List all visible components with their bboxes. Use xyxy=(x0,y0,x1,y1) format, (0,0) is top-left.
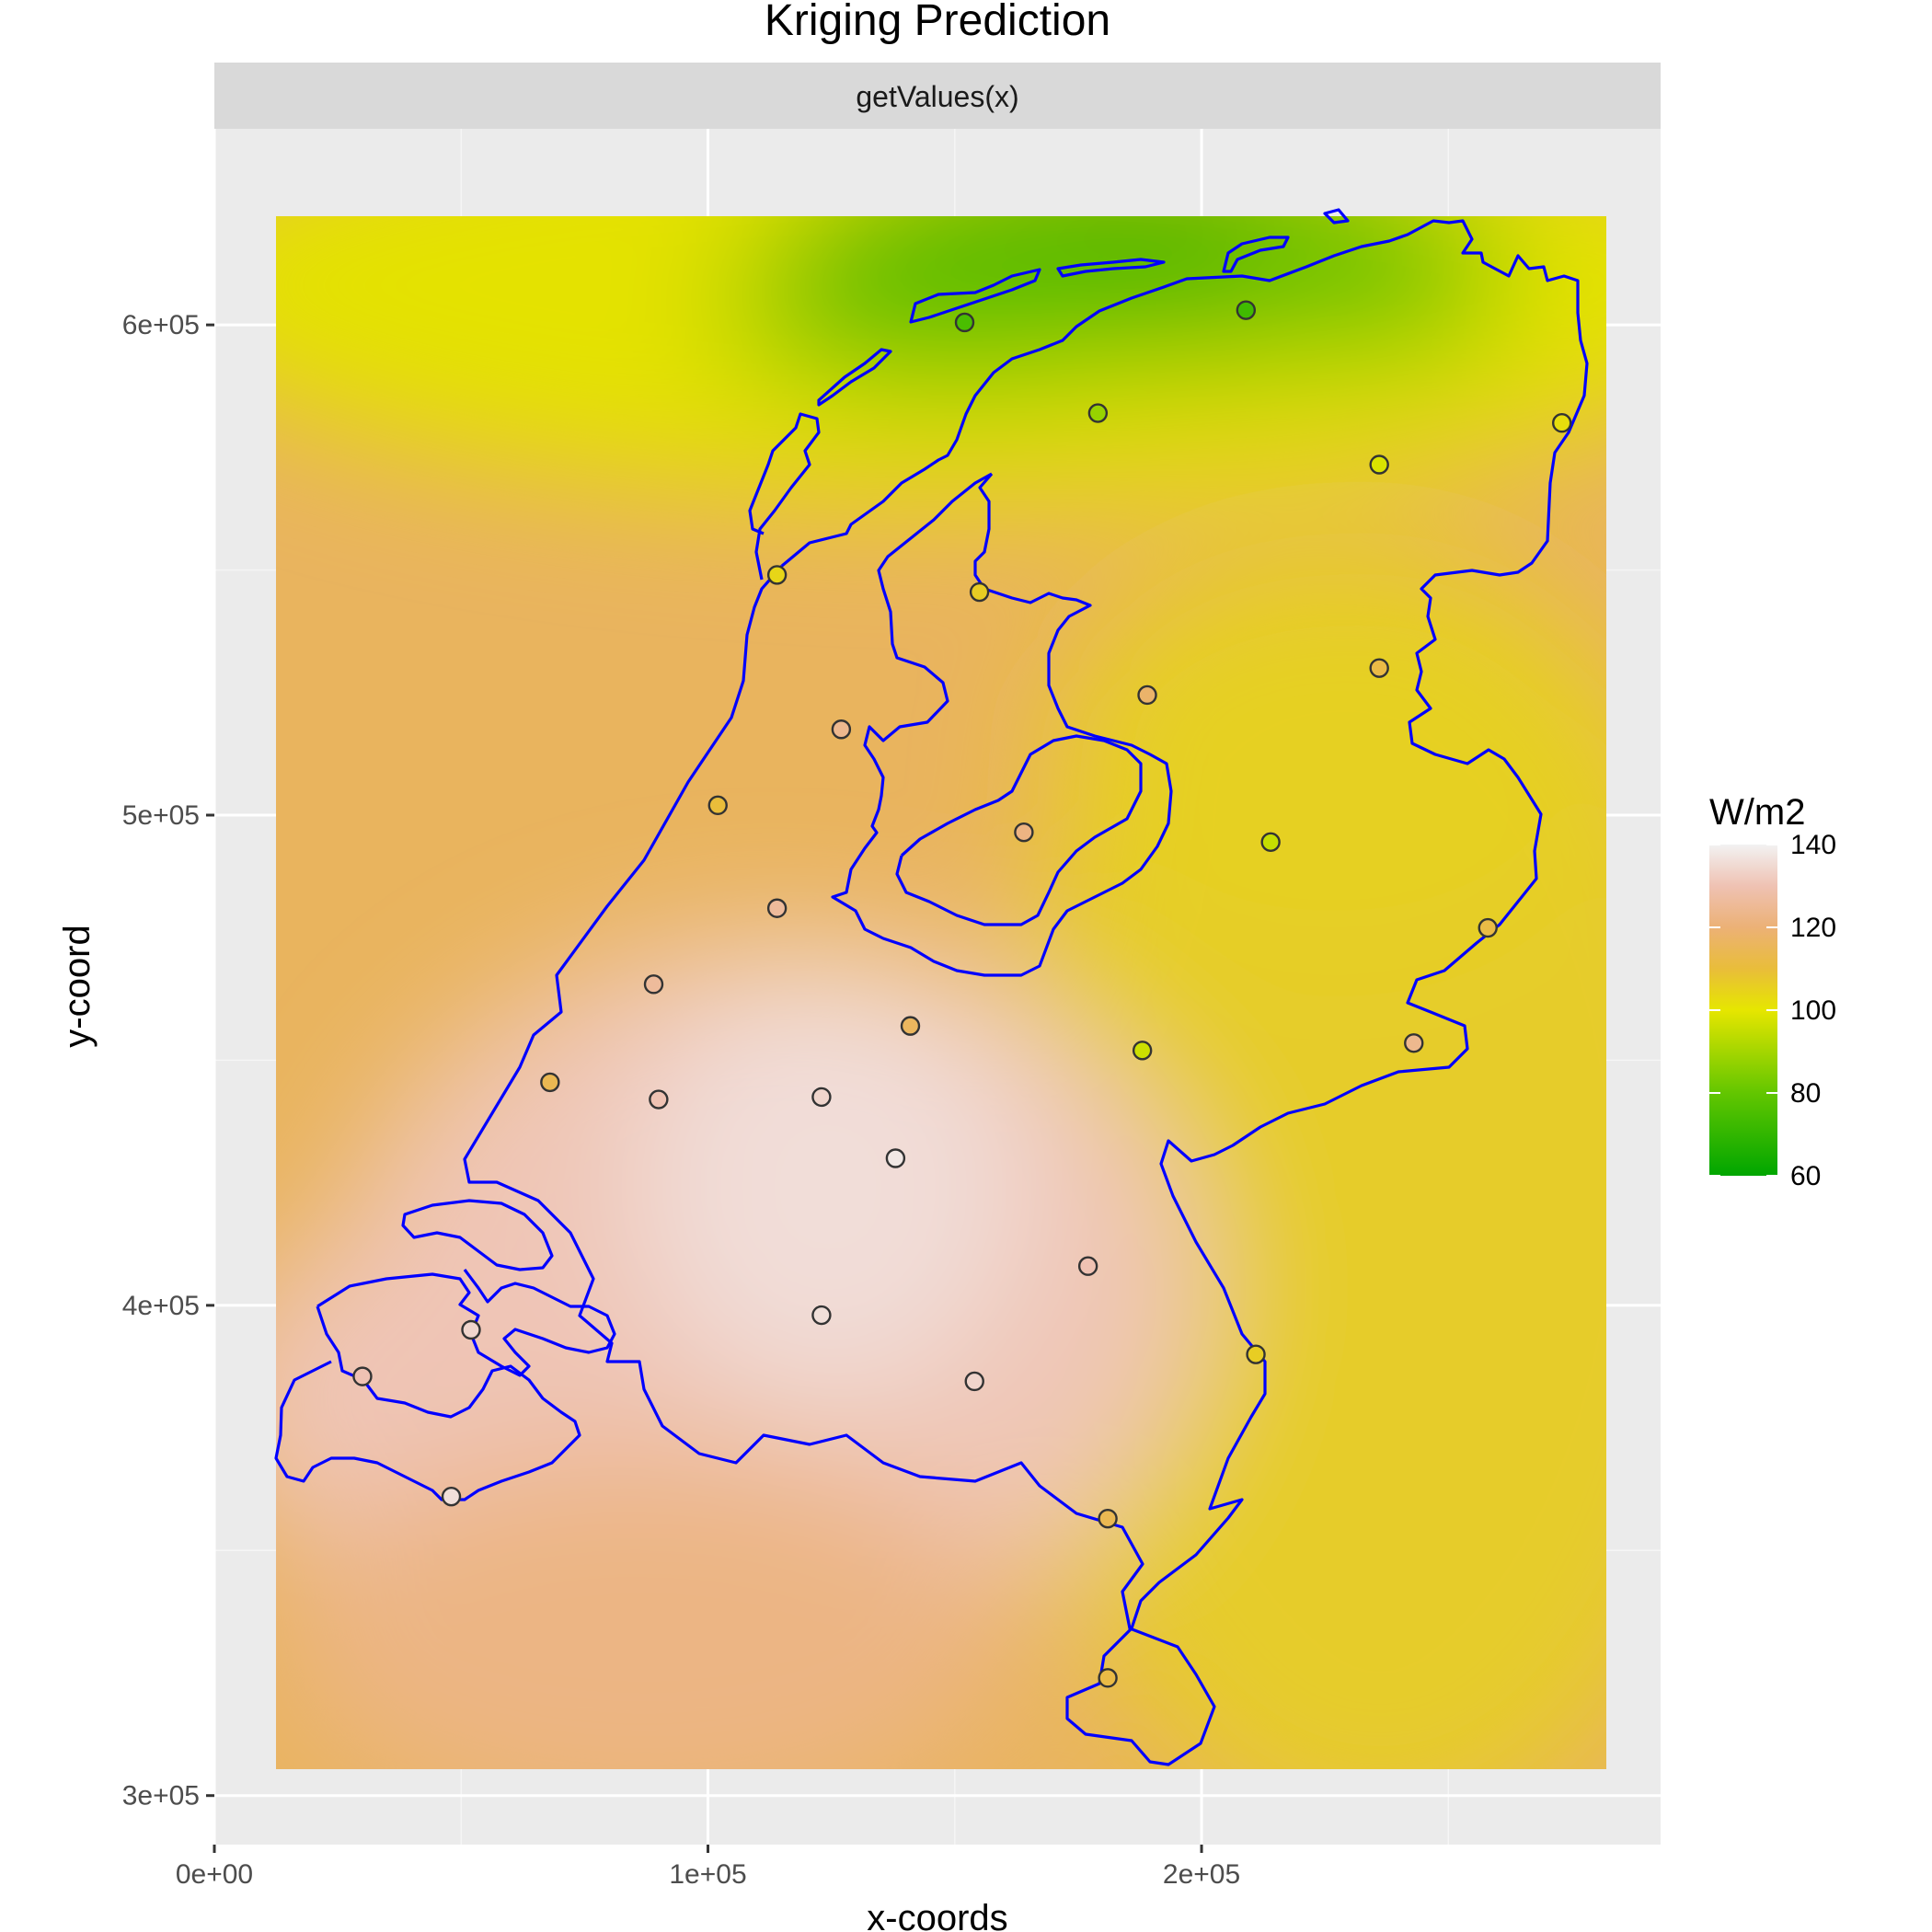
legend-tick-label: 100 xyxy=(1790,995,1836,1026)
station-point xyxy=(1404,1033,1424,1053)
station-point xyxy=(811,1305,832,1326)
station-point xyxy=(1014,822,1034,843)
facet-strip xyxy=(214,63,1661,129)
station-points xyxy=(352,300,1572,1688)
station-point xyxy=(461,1319,481,1340)
wadden-vlieland xyxy=(817,348,892,407)
station-point xyxy=(1132,1041,1153,1061)
station-point xyxy=(969,581,990,603)
ijsselmeer-afsluitdijk-shore xyxy=(831,472,1173,977)
y-axis-title: y-coord xyxy=(57,925,98,1047)
field-blob-light-centre xyxy=(635,975,1021,1398)
legend-ticks: 60 80 100 120 140 xyxy=(1709,830,1836,1191)
station-point xyxy=(441,1486,462,1507)
station-point xyxy=(964,1371,984,1392)
legend-tick-label: 120 xyxy=(1790,913,1836,943)
wadden-ameland xyxy=(1056,258,1166,278)
station-point xyxy=(1246,1344,1266,1364)
legend-colorbar xyxy=(1709,845,1777,1176)
facet-label: getValues(x) xyxy=(856,80,1018,113)
x-axis: 0e+00 1e+05 2e+05 xyxy=(176,1845,1240,1890)
y-tick-label: 5e+05 xyxy=(122,800,200,831)
station-point xyxy=(954,312,975,333)
station-point xyxy=(1137,684,1157,706)
wadden-terschelling xyxy=(909,268,1041,324)
legend-title: W/m2 xyxy=(1709,792,1805,833)
field-blob-salmon-south xyxy=(276,1454,1012,1769)
station-point xyxy=(1098,1508,1118,1529)
station-point xyxy=(811,1087,832,1108)
zeeland-walcheren xyxy=(274,1305,581,1501)
legend: W/m2 60 80 100 120 140 xyxy=(1709,792,1836,1191)
station-point xyxy=(1551,413,1572,433)
station-point xyxy=(885,1148,906,1168)
x-tick-label: 0e+00 xyxy=(176,1859,253,1890)
station-point xyxy=(1087,403,1109,423)
y-tick-label: 6e+05 xyxy=(122,310,200,340)
station-point xyxy=(1236,300,1257,320)
zeeland-peninsula-2 xyxy=(316,1269,616,1377)
station-point xyxy=(707,795,728,816)
flevoland-outline xyxy=(895,734,1143,926)
station-point xyxy=(766,565,788,585)
wadden-schiermonnikoog xyxy=(1222,236,1290,273)
x-tick-label: 1e+05 xyxy=(669,1859,746,1890)
station-point xyxy=(900,1016,921,1036)
coastline-main xyxy=(463,219,1589,1766)
station-point xyxy=(1369,454,1389,475)
wadden-rottumeroog xyxy=(1323,208,1350,224)
station-point xyxy=(1077,1256,1098,1276)
y-tick-label: 3e+05 xyxy=(122,1781,200,1811)
station-point xyxy=(540,1072,560,1093)
wadden-texel xyxy=(748,412,821,581)
field-blob-green-east xyxy=(1196,216,1509,359)
legend-tick-label: 80 xyxy=(1790,1078,1821,1109)
prediction-raster xyxy=(276,216,1606,1769)
station-point xyxy=(1260,832,1281,853)
legend-tick-label: 60 xyxy=(1790,1161,1821,1191)
legend-tick-label: 140 xyxy=(1790,830,1836,860)
station-point xyxy=(352,1366,373,1386)
x-tick-label: 2e+05 xyxy=(1163,1859,1240,1890)
x-axis-title: x-coords xyxy=(867,1898,1007,1932)
station-point xyxy=(1098,1668,1118,1688)
y-tick-label: 4e+05 xyxy=(122,1291,200,1321)
chart-title: Kriging Prediction xyxy=(765,0,1110,45)
station-point xyxy=(831,719,852,740)
station-point xyxy=(649,1089,669,1110)
field-blob-east-mid xyxy=(1058,552,1606,957)
station-point xyxy=(643,974,664,995)
y-axis: 3e+05 4e+05 5e+05 6e+05 xyxy=(122,310,214,1811)
zeeland-peninsula-1 xyxy=(401,1199,554,1271)
station-point xyxy=(766,898,788,918)
netherlands-outline xyxy=(274,208,1589,1766)
station-point xyxy=(1478,917,1498,938)
station-point xyxy=(1369,658,1389,678)
